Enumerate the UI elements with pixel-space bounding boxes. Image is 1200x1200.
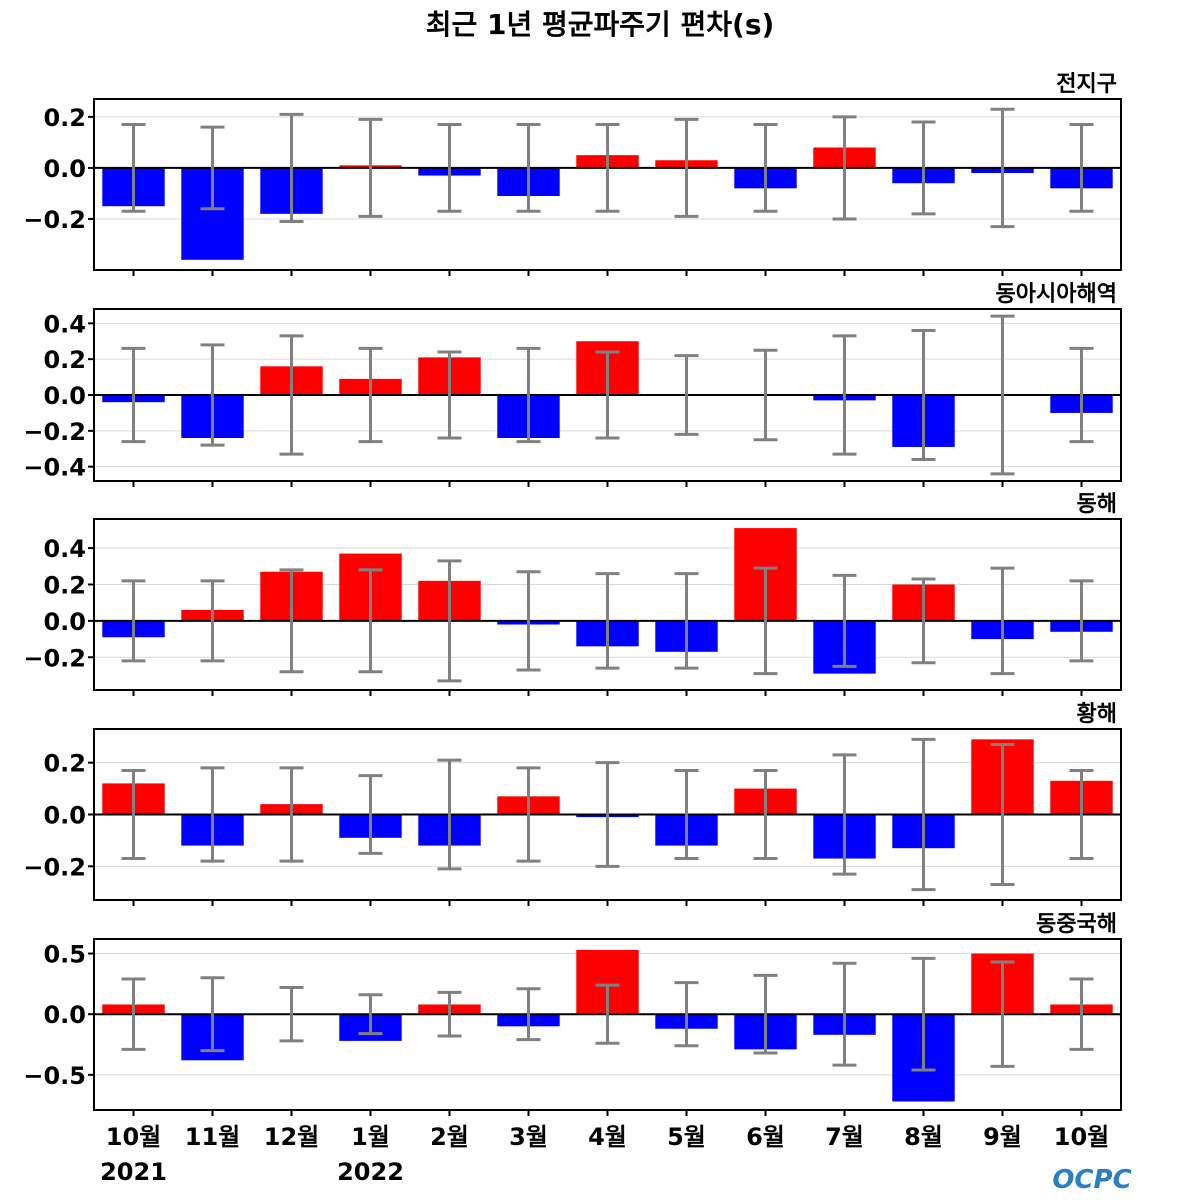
x-tick-label: 10월 — [106, 1123, 161, 1151]
x-tick-label: 10월 — [1054, 1123, 1109, 1151]
y-tick-label: −0.5 — [23, 1062, 86, 1090]
panel-2: 동아시아해역 0.4 0.2 0.0 −0.2 −0.4 — [23, 282, 1122, 487]
x-axis-labels: 10월 11월 12월 1월 2월 3월 4월 5월 6월 7월 8월 9월 10월 2021 2022 — [100, 1123, 1109, 1186]
x-tick-label: 8월 — [904, 1123, 943, 1151]
panel-title: 동중국해 — [1036, 912, 1117, 937]
x-tick-label: 11월 — [185, 1123, 240, 1151]
y-tick-label: 0.0 — [43, 1001, 86, 1029]
panel-title: 동아시아해역 — [996, 282, 1117, 307]
y-tick-label: 0.2 — [43, 571, 86, 599]
x-tick-label: 12월 — [264, 1123, 319, 1151]
x-tick-label: 1월 — [351, 1123, 390, 1151]
x-tick-label: 4월 — [588, 1123, 627, 1151]
year-label: 2021 — [100, 1158, 167, 1186]
y-tick-label: 0.2 — [43, 346, 86, 374]
y-tick-label: −0.2 — [23, 644, 86, 672]
y-tick-label: 0.2 — [43, 104, 86, 132]
y-tick-label: 0.0 — [43, 382, 86, 410]
y-tick-label: −0.2 — [23, 206, 86, 234]
x-tick-label: 5월 — [667, 1123, 706, 1151]
y-tick-label: 0.4 — [43, 535, 86, 563]
chart-title: 최근 1년 평균파주기 편차(s) — [426, 8, 775, 41]
y-tick-label: 0.0 — [43, 802, 86, 830]
panel-3: 동해 0.4 0.2 0.0 −0.2 — [23, 492, 1122, 696]
panel-1: 전지구 0.2 0.0 −0.2 — [23, 72, 1122, 276]
x-tick-label: 3월 — [509, 1123, 548, 1151]
x-tick-label: 9월 — [983, 1123, 1022, 1151]
y-tick-label: −0.2 — [23, 853, 86, 881]
panel-4: 황해 0.2 0.0 −0.2 — [23, 702, 1122, 906]
chart-panels: 전지구 0.2 0.0 −0.2 동아시아해역 0.4 0.2 0.0 −0.2 −0.4 동해 0.… — [23, 72, 1122, 1116]
y-tick-label: −0.2 — [23, 418, 86, 446]
year-label: 2022 — [337, 1158, 404, 1186]
y-tick-label: 0.2 — [43, 750, 86, 778]
x-tick-label: 7월 — [825, 1123, 864, 1151]
y-tick-label: 0.0 — [43, 155, 86, 183]
panel-5: 동중국해 0.5 0.0 −0.5 — [23, 912, 1122, 1116]
panel-title: 동해 — [1077, 492, 1117, 517]
ocpc-logo: OCPC — [1052, 1165, 1131, 1195]
x-tick-label: 2월 — [430, 1123, 469, 1151]
x-tick-label: 6월 — [746, 1123, 785, 1151]
panel-title: 황해 — [1077, 702, 1117, 727]
panel-title: 전지구 — [1056, 72, 1117, 97]
y-tick-label: −0.4 — [23, 454, 86, 482]
y-tick-label: 0.5 — [43, 941, 86, 969]
y-tick-label: 0.0 — [43, 608, 86, 636]
y-tick-label: 0.4 — [43, 310, 86, 338]
